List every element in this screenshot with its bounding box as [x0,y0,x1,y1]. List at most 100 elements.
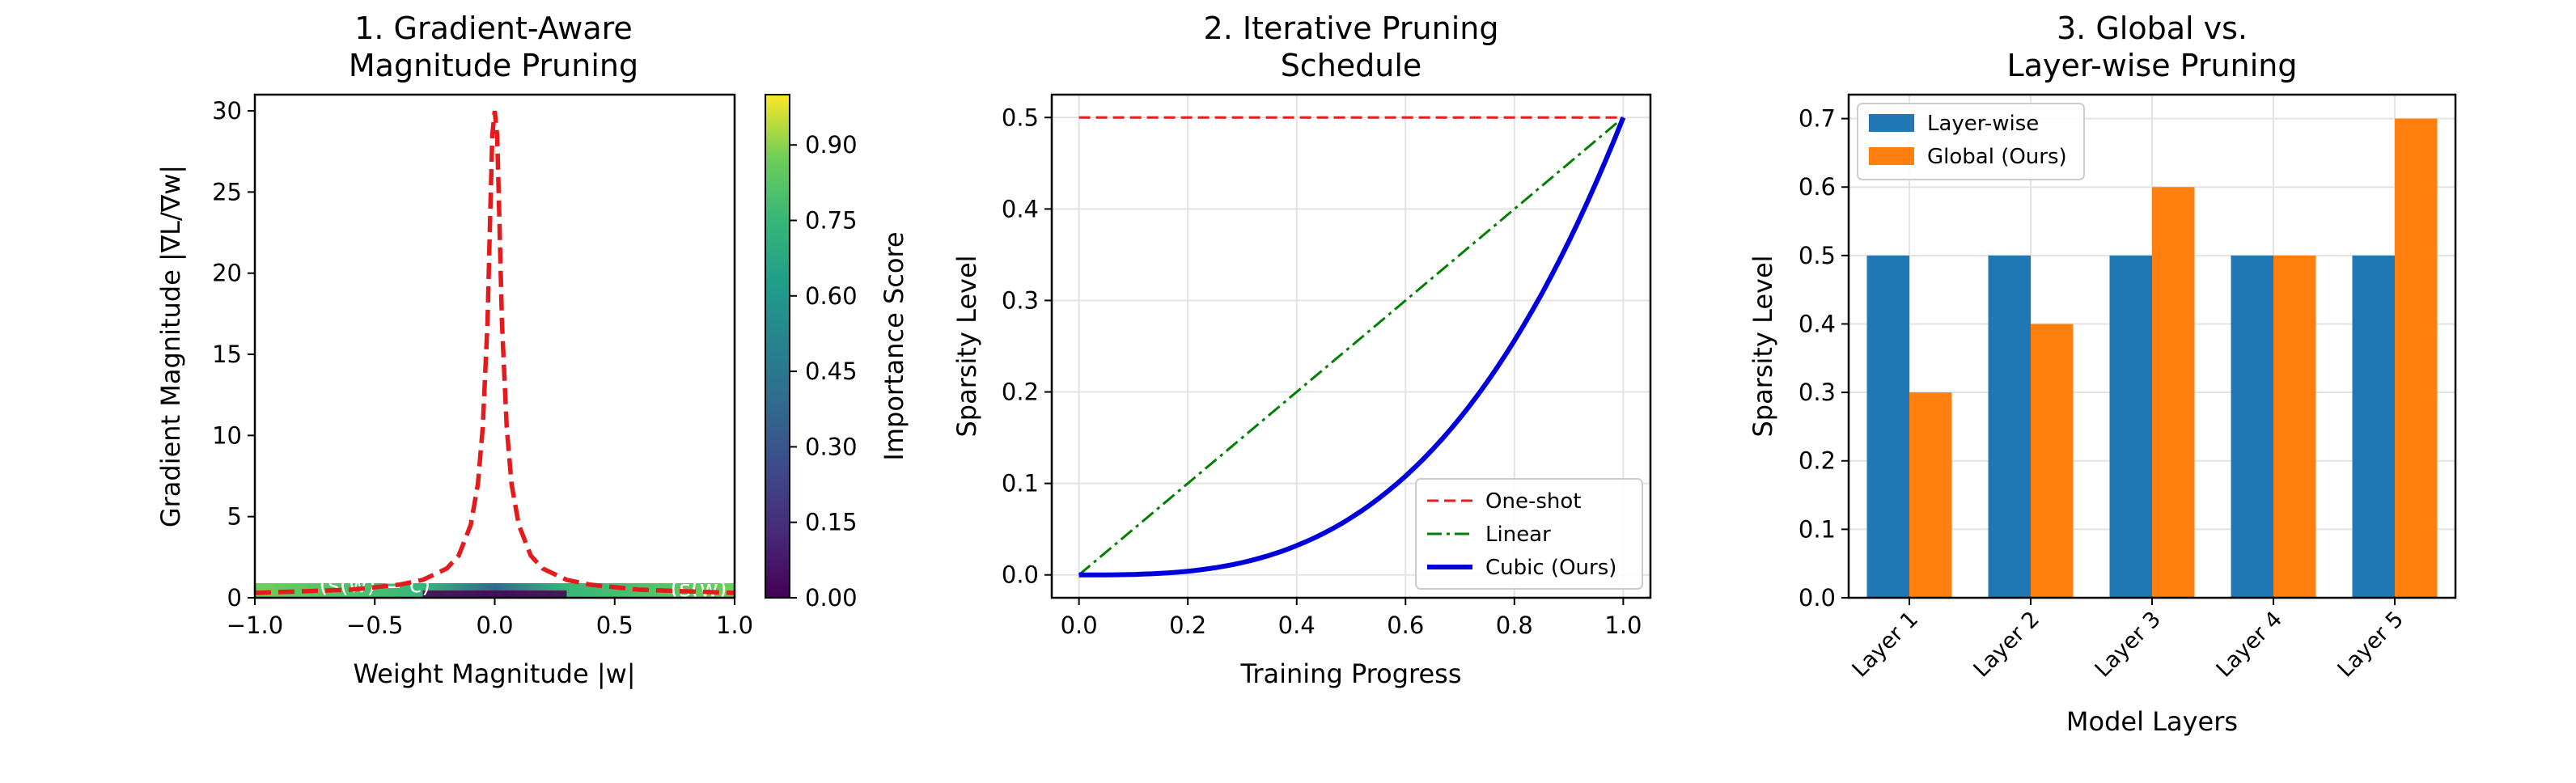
y-tick-label: 0.3 [1002,286,1039,314]
x-tick-label: 0.0 [1061,612,1098,639]
legend-box [1415,478,1643,590]
panel-2-y-ticks: 0.0 0.1 0.2 0.3 0.4 0.5 [1002,104,1052,589]
x-tick-label: −0.5 [346,612,403,639]
x-tick-label: Layer 4 [2212,607,2287,682]
y-tick-label: 0.7 [1799,105,1836,133]
contour-label: (s(w) = c) [319,571,430,598]
panel-2-x-axis-label: Training Progress [1240,658,1462,689]
panel-3-x-ticks: Layer 1 Layer 2 Layer 3 Layer 4 Layer 5 [1848,598,2409,682]
colorbar-tick-label: 0.45 [805,358,858,385]
gradient-curve [254,110,735,595]
y-tick-label: 0.0 [1002,561,1039,589]
colorbar-tick-label: 0.60 [805,282,858,310]
panel-1-frame [253,93,736,599]
x-tick-label: 0.0 [476,612,513,639]
bar-global-2 [2031,324,2074,598]
colorbar-tick-label: 0.30 [805,433,858,460]
legend-label: Linear [1485,523,1551,547]
y-tick-label: 15 [212,341,242,368]
panel-3: 3. Global vs. Layer-wise Pruning Layer 1… [1748,11,2457,737]
x-tick-label: 0.4 [1278,612,1316,639]
panel-1-x-ticks: −1.0 −0.5 0.0 0.5 1.0 [227,598,753,639]
panel-3-title-line2: Layer-wise Pruning [2007,48,2298,83]
colorbar-label: Importance Score [879,231,909,460]
y-tick-label: 0.0 [1799,584,1836,612]
y-tick-label: 0.1 [1002,470,1039,497]
legend-label: One-shot [1485,489,1581,514]
y-tick-label: 0.1 [1799,515,1836,543]
panel-1: 1. Gradient-Aware Magnitude Pruning (s(w… [155,11,909,689]
x-tick-label: 0.8 [1496,612,1533,639]
panel-3-frame [1847,93,2457,599]
panel-3-bars [1866,118,2438,599]
x-tick-label: 0.6 [1387,612,1424,639]
panel-2-legend: One-shot Linear Cubic (Ours) [1415,478,1643,590]
panel-3-y-ticks: 0.0 0.1 0.2 0.3 0.4 0.5 0.6 0.7 [1799,105,1849,612]
colorbar-tick-label: 0.75 [805,207,858,235]
panel-2: 2. Iterative Pruning Schedule 0.0 0.2 0.4 0… [951,11,1652,689]
bar-global-1 [1909,392,1952,598]
bar-global-5 [2395,118,2438,599]
panel-1-y-ticks: 0 5 10 15 20 25 30 [212,97,255,612]
panel-2-title-line2: Schedule [1281,48,1422,83]
panel-3-title-line1: 3. Global vs. [2057,11,2248,46]
y-tick-label: 10 [212,421,242,449]
panel-2-series-group [1078,116,1626,578]
bar-layer-wise-5 [2352,255,2395,598]
legend-label: Cubic (Ours) [1485,556,1616,580]
y-tick-label: 0.5 [1002,104,1039,131]
x-tick-label: Layer 2 [1969,607,2044,682]
series-line-cubic-ours [1078,116,1626,578]
x-tick-label: Layer 1 [1848,607,1923,682]
bar-layer-wise-3 [2109,255,2152,598]
x-tick-label: −1.0 [227,612,283,639]
y-tick-label: 5 [227,503,242,531]
y-tick-label: 0.6 [1799,173,1836,201]
panel-3-y-axis-label: Sparsity Level [1748,255,1778,437]
x-tick-label: 1.0 [1604,612,1642,639]
panel-2-x-ticks: 0.0 0.2 0.4 0.6 0.8 1.0 [1061,598,1642,639]
panel-3-legend: Layer-wise Global (Ours) [1857,103,2085,180]
y-tick-label: 0.5 [1799,242,1836,269]
y-tick-label: 0.2 [1799,447,1836,475]
bar-layer-wise-4 [2231,255,2273,598]
y-tick-label: 30 [212,97,242,125]
y-tick-label: 0.4 [1002,195,1039,222]
x-tick-label: Layer 5 [2333,607,2409,682]
y-tick-label: 20 [212,260,242,287]
colorbar-tick-label: 0.15 [805,509,858,536]
panel-2-frame [1050,93,1652,599]
panel-2-y-axis-label: Sparsity Level [951,255,982,437]
panel-2-title-line1: 2. Iterative Pruning [1204,11,1499,46]
panel-1-title-line2: Magnitude Pruning [349,48,638,83]
y-tick-label: 0.4 [1799,310,1836,337]
contour-core [422,590,567,598]
bar-layer-wise-1 [1866,255,1909,598]
colorbar [765,94,790,599]
x-tick-label: 1.0 [716,612,753,639]
series-line-linear [1078,116,1625,576]
x-tick-label: Layer 3 [2091,607,2166,682]
colorbar-ticks: 0.00 0.15 0.30 0.45 0.60 0.75 0.90 [790,131,858,612]
legend-swatch [1869,114,1914,132]
gradient-curve-group [254,110,735,595]
panel-1-title-line1: 1. Gradient-Aware [354,11,633,46]
y-tick-label: 25 [212,178,242,205]
y-tick-label: 0 [227,584,242,612]
bar-global-3 [2152,187,2195,598]
bar-global-4 [2273,255,2316,598]
x-tick-label: 0.2 [1169,612,1206,639]
panel-2-grid [1052,95,1650,598]
y-tick-label: 0.2 [1002,379,1039,406]
colorbar-tick-label: 0.90 [805,131,858,159]
bar-layer-wise-2 [1988,255,2031,598]
legend-swatch [1869,147,1914,165]
y-tick-label: 0.3 [1799,379,1836,406]
x-tick-label: 0.5 [596,612,633,639]
legend-label: Layer-wise [1927,112,2039,136]
panel-3-x-axis-label: Model Layers [2066,706,2238,737]
panel-1-x-axis-label: Weight Magnitude |w| [353,658,635,689]
legend-label: Global (Ours) [1927,145,2067,169]
panel-1-y-axis-label: Gradient Magnitude |∇L/∇w| [155,165,186,527]
